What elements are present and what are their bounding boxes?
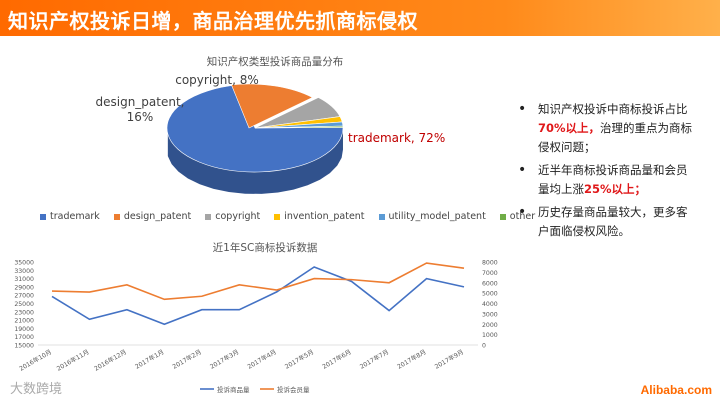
line-chart-title: 近1年SC商标投诉数据 <box>212 242 318 254</box>
bullet-item-1: 知识产权投诉中商标投诉占比 70%以上，治理的重点为商标侵权问题； <box>516 100 696 157</box>
pie-label-design_patent: design_patent, 16% <box>96 95 185 124</box>
legend-item-trademark: trademark <box>40 211 100 222</box>
bullet-text: 治理的重点为商标侵权问题； <box>538 121 693 154</box>
bullet-text: 知识产权投诉中商标投诉占比 <box>538 102 688 116</box>
x-tick-label: 2016年12月 <box>93 348 128 373</box>
pie-chart-title: 知识产权类型投诉商品量分布 <box>206 56 344 68</box>
bullet-item-3: 历史存量商品量较大，更多客户面临侵权风险。 <box>516 203 696 241</box>
legend-item-utility_model_patent: utility_model_patent <box>378 211 486 222</box>
x-tick-label: 2017年5月 <box>283 348 315 371</box>
pie-slice-design_patent <box>230 83 314 129</box>
y-left-tick: 23000 <box>14 309 34 316</box>
y-left-tick: 33000 <box>14 268 34 275</box>
legend-label: invention_patent <box>284 211 365 222</box>
series-line-0 <box>51 266 465 326</box>
y-right-tick: 7000 <box>482 270 498 277</box>
x-tick-label: 2017年6月 <box>321 348 353 371</box>
y-right-tick: 5000 <box>482 291 498 298</box>
legend-swatch <box>205 213 212 220</box>
line-legend-label-0: 投诉商品量 <box>217 385 250 394</box>
legend-label: design_patent <box>123 211 192 222</box>
pie-side-trademark <box>167 127 343 194</box>
pie-slice-other <box>254 125 344 129</box>
y-left-tick: 35000 <box>14 260 34 267</box>
legend-swatch <box>113 213 120 220</box>
y-right-tick: 3000 <box>482 311 498 318</box>
y-right-tick: 0 <box>482 343 486 350</box>
legend-swatch <box>40 213 46 220</box>
legend-item-design_patent: design_patent <box>113 211 192 222</box>
legend-label: trademark <box>50 211 100 222</box>
bullet-list: 知识产权投诉中商标投诉占比 70%以上，治理的重点为商标侵权问题； 近半年商标投诉商… <box>516 100 696 245</box>
y-left-tick: 21000 <box>14 318 34 325</box>
alibaba-logo: Alibaba.com <box>640 383 712 397</box>
legend-item-copyright: copyright <box>205 211 260 222</box>
x-tick-label: 2017年7月 <box>358 348 390 371</box>
legend-swatch <box>274 213 281 220</box>
bullet-text: 近半年商标投诉商品量和会员量均上涨 <box>538 163 688 196</box>
watermark: 大数跨境 <box>10 382 63 397</box>
y-right-tick: 6000 <box>482 280 498 287</box>
x-tick-label: 2016年10月 <box>18 348 53 373</box>
legend-swatch <box>378 213 385 220</box>
y-right-tick: 2000 <box>482 322 498 329</box>
legend-label: copyright <box>215 211 261 222</box>
y-left-tick: 25000 <box>14 301 34 308</box>
page-title: 知识产权投诉日增，商品治理优先抓商标侵权 <box>8 9 418 33</box>
x-tick-label: 2017年8月 <box>396 348 428 371</box>
header-bar: 知识产权投诉日增，商品治理优先抓商标侵权 <box>0 0 720 36</box>
bullet-highlight: 25%以上； <box>584 182 647 196</box>
y-left-tick: 17000 <box>14 334 34 341</box>
series-line-1 <box>51 262 465 301</box>
y-left-tick: 15000 <box>14 343 34 350</box>
y-left-tick: 19000 <box>14 326 34 333</box>
y-right-tick: 1000 <box>482 332 498 339</box>
pie-label-copyright: copyright, 8% <box>175 73 259 87</box>
y-right-tick: 8000 <box>482 260 498 267</box>
x-tick-label: 2017年4月 <box>246 348 278 371</box>
bullet-text: 历史存量商品量较大，更多客户面临侵权风险。 <box>538 205 688 238</box>
bullet-item-2: 近半年商标投诉商品量和会员量均上涨25%以上； <box>516 161 696 199</box>
x-tick-label: 2017年9月 <box>433 348 465 371</box>
x-tick-label: 2017年1月 <box>134 348 166 371</box>
y-left-tick: 31000 <box>14 276 34 283</box>
x-tick-label: 2017年2月 <box>171 348 203 371</box>
legend-label: utility_model_patent <box>388 211 486 222</box>
y-left-tick: 27000 <box>14 293 34 300</box>
legend-swatch <box>499 213 506 220</box>
bullet-highlight: 70%以上， <box>538 121 601 135</box>
pie-label-trademark: trademark, 72% <box>348 131 445 145</box>
x-tick-label: 2017年3月 <box>209 348 241 371</box>
x-tick-label: 2016年11月 <box>55 348 90 373</box>
y-left-tick: 29000 <box>14 284 34 291</box>
line-legend-label-1: 投诉会员量 <box>277 385 310 394</box>
y-right-tick: 4000 <box>482 301 498 308</box>
legend-item-invention_patent: invention_patent <box>274 211 365 222</box>
pie-slice-trademark <box>166 84 344 173</box>
